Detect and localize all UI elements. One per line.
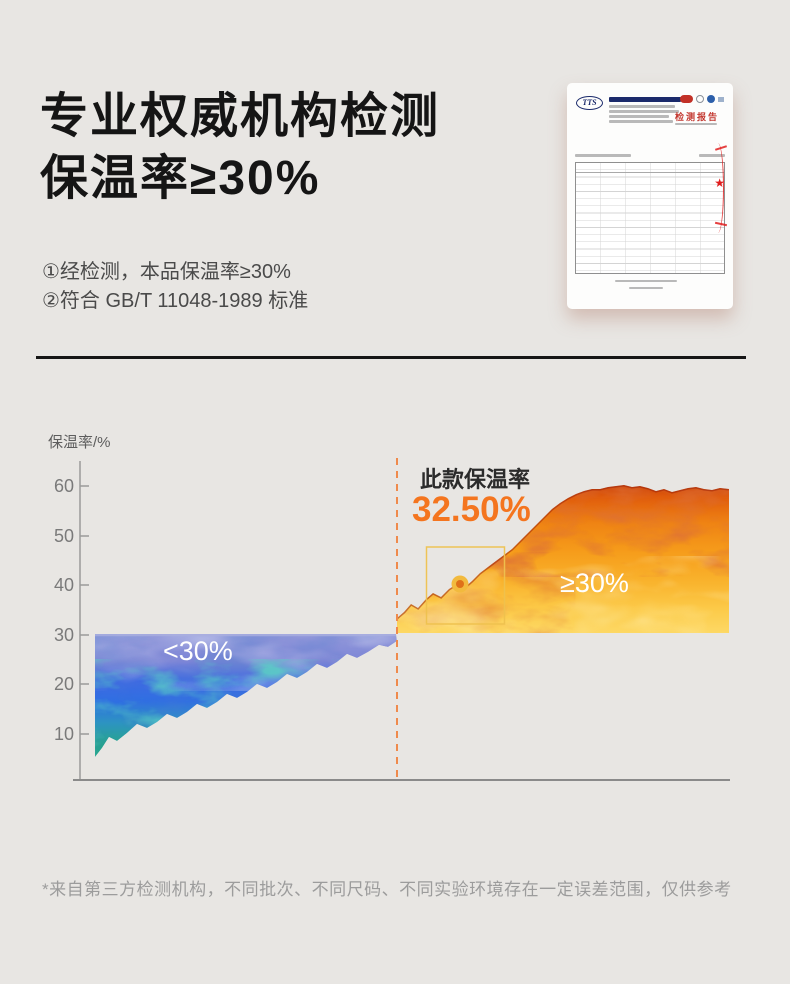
y-axis-title: 保温率/% — [48, 434, 111, 451]
company-info-line — [609, 120, 673, 123]
product-marker-dot — [456, 580, 464, 588]
tts-logo: TTS — [576, 96, 603, 110]
test-report-card: TTS 检测报告 ★ — [567, 83, 733, 309]
cma-logo-icon — [680, 95, 693, 103]
section-divider — [36, 356, 746, 359]
claim-bullet-1: ①经检测，本品保温率≥30% — [42, 261, 291, 283]
page-title-line2: 保温率≥30% — [40, 152, 321, 205]
red-stamp-annotation: ★ — [709, 139, 733, 239]
page-title-line1: 专业权威机构检测 — [40, 90, 441, 143]
region-label-below: <30% — [163, 636, 233, 666]
y-tick-60: 60 — [54, 476, 74, 496]
report-title: 检测报告 — [674, 112, 719, 122]
tts-logo-text: TTS — [582, 98, 597, 107]
cnas-logo-icon — [696, 95, 704, 103]
report-footer-line — [629, 287, 663, 289]
y-axis-ticks — [80, 485, 89, 735]
company-info-line — [609, 115, 669, 118]
y-tick-10: 10 — [54, 724, 74, 744]
stamp-stroke — [712, 143, 724, 233]
report-results-table — [575, 162, 725, 274]
ilac-logo-icon — [707, 95, 715, 103]
y-tick-20: 20 — [54, 674, 74, 694]
claim-bullets: ①经检测，本品保温率≥30% ②符合 GB/T 11048-1989 标准 — [42, 258, 308, 316]
report-number-line — [575, 154, 631, 157]
report-subtitle-line — [675, 123, 717, 125]
claim-bullet-2: ②符合 GB/T 11048-1989 标准 — [42, 290, 309, 312]
report-footer-line — [615, 280, 677, 282]
annotation-label: 此款保温率 — [420, 467, 530, 492]
annotation-value: 32.50% — [412, 490, 531, 529]
report-page-line — [699, 154, 725, 157]
y-tick-40: 40 — [54, 575, 74, 595]
page-title: 专业权威机构检测 保温率≥30% — [40, 86, 440, 210]
company-name-line — [609, 97, 681, 102]
y-tick-30: 30 — [54, 625, 74, 645]
highlight-box — [425, 546, 506, 625]
company-info-line — [609, 105, 675, 108]
y-tick-50: 50 — [54, 526, 74, 546]
blue-terrain-region — [95, 634, 397, 757]
region-label-above: ≥30% — [560, 568, 629, 598]
stamp-star-icon: ★ — [714, 176, 725, 190]
disclaimer-note: *来自第三方检测机构，不同批次、不同尺码、不同实验环境存在一定误差范围，仅供参考 — [42, 880, 732, 899]
logo-caption — [718, 96, 724, 102]
company-info-line — [609, 110, 679, 113]
accreditation-logos — [680, 95, 724, 103]
